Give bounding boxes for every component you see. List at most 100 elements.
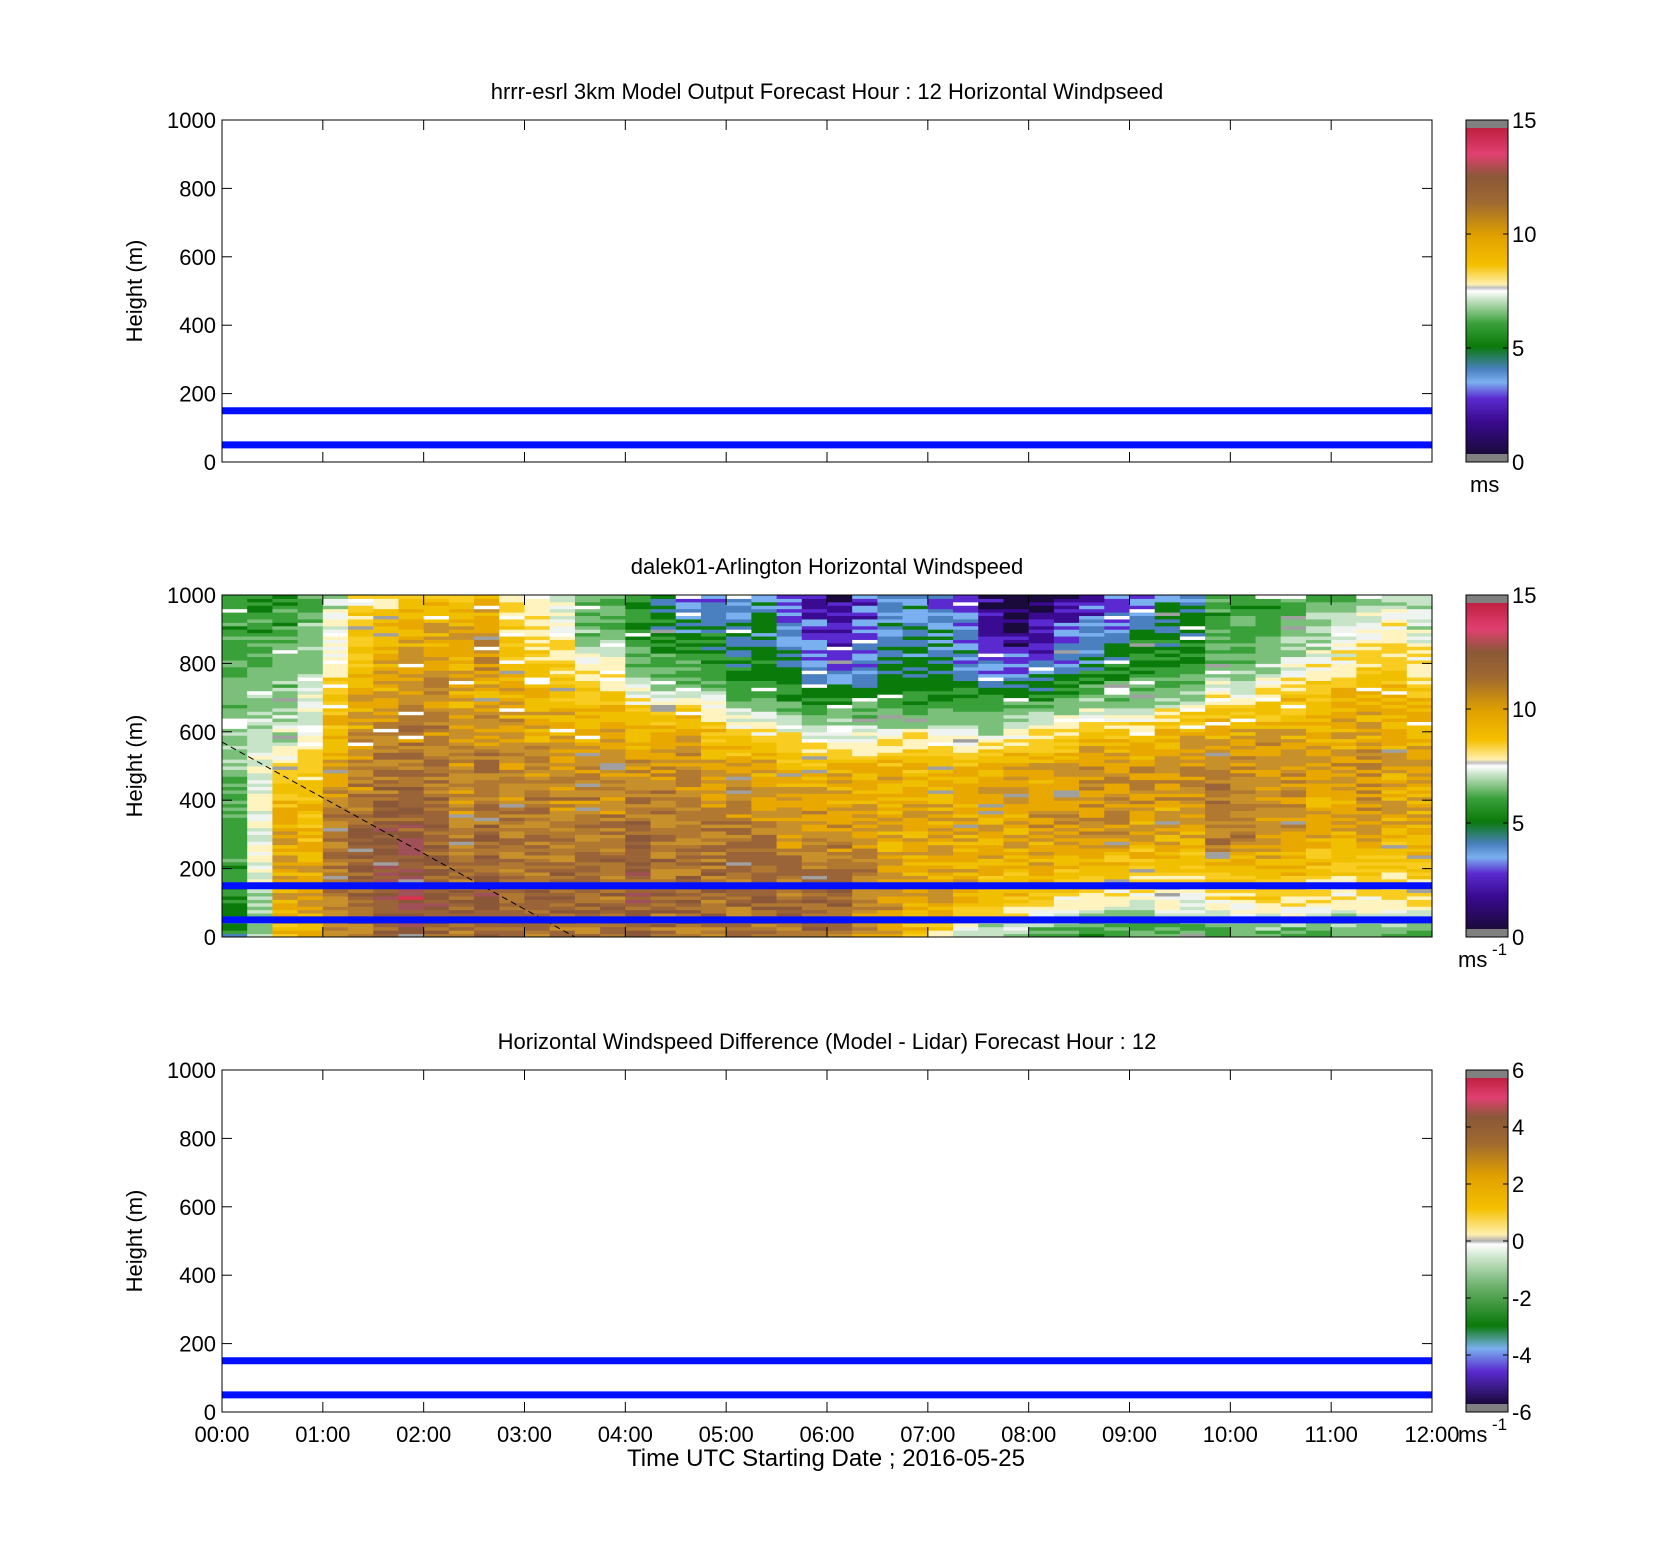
heatmap-cell (297, 769, 324, 774)
heatmap-cell (1104, 728, 1131, 733)
heatmap-cell (776, 748, 803, 753)
heatmap-cell (650, 721, 677, 726)
heatmap-cell (474, 752, 500, 757)
heatmap-cell (1205, 646, 1231, 651)
heatmap-cell (373, 701, 400, 705)
heatmap-cell (1305, 721, 1332, 726)
heatmap-cell (247, 895, 274, 900)
heatmap-cell (852, 807, 879, 811)
heatmap-cell (297, 861, 324, 866)
heatmap-cell (827, 848, 853, 852)
heatmap-cell (953, 868, 979, 873)
heatmap-cell (902, 858, 929, 863)
heatmap-cell (549, 629, 576, 634)
heatmap-cell (448, 807, 475, 811)
heatmap-cell (348, 830, 374, 835)
heatmap-cell (1079, 824, 1105, 829)
heatmap-cell (600, 865, 626, 870)
heatmap-cell (852, 670, 879, 675)
heatmap-cell (726, 759, 752, 764)
heatmap-cell (499, 830, 526, 835)
heatmap-cell (247, 820, 274, 825)
heatmap-cell (978, 830, 1005, 835)
heatmap-cell (1003, 796, 1030, 801)
heatmap-cell (1305, 714, 1332, 719)
heatmap-cell (348, 673, 374, 678)
heatmap-cell (1255, 789, 1282, 794)
heatmap-cell (801, 704, 828, 709)
heatmap-cell (675, 646, 702, 651)
heatmap-cell (448, 769, 475, 774)
heatmap-cell (827, 694, 853, 699)
heatmap-cell (1079, 803, 1105, 808)
heatmap-cell (700, 605, 727, 610)
heatmap-cell (524, 772, 551, 777)
heatmap-cell (1154, 653, 1181, 658)
heatmap-cell (700, 759, 727, 764)
heatmap-cell (247, 837, 274, 842)
heatmap-cell (524, 824, 551, 829)
heatmap-cell (978, 834, 1005, 839)
heatmap-cell (448, 735, 475, 740)
heatmap-cell (1179, 622, 1206, 627)
heatmap-cell (1104, 827, 1131, 832)
heatmap-cell (373, 735, 400, 740)
heatmap-cell (1028, 677, 1055, 681)
heatmap-cell (1129, 827, 1156, 832)
heatmap-cell (927, 841, 954, 846)
heatmap-cell (1381, 759, 1408, 764)
heatmap-cell (625, 878, 652, 883)
heatmap-cell (398, 830, 425, 835)
heatmap-cell (423, 848, 450, 852)
heatmap-cell (322, 902, 349, 907)
heatmap-cell (675, 653, 702, 658)
heatmap-cell (297, 854, 324, 859)
heatmap-cell (1255, 824, 1282, 829)
heatmap-cell (448, 851, 475, 856)
heatmap-cell (650, 653, 677, 658)
heatmap-cell (1230, 807, 1257, 811)
heatmap-cell (1356, 926, 1383, 931)
heatmap-cell (272, 807, 299, 811)
heatmap-cell (927, 755, 954, 760)
heatmap-cell (776, 913, 803, 917)
heatmap-cell (272, 659, 299, 664)
heatmap-cell (322, 854, 349, 859)
heatmap-cell (1079, 738, 1105, 743)
heatmap-cell (322, 595, 349, 599)
heatmap-cell (877, 889, 904, 894)
heatmap-cell (1179, 687, 1206, 692)
heatmap-cell (927, 902, 954, 907)
heatmap-cell (499, 653, 526, 658)
heatmap-cell (549, 868, 576, 873)
heatmap-cell (448, 707, 475, 712)
heatmap-cell (322, 837, 349, 842)
heatmap-cell (499, 800, 526, 805)
heatmap-cell (448, 673, 475, 678)
heatmap-cell (222, 923, 248, 928)
heatmap-cell (1255, 796, 1282, 801)
heatmap-cell (801, 742, 828, 746)
heatmap-cell (1305, 642, 1332, 647)
heatmap-cell (726, 820, 752, 825)
heatmap-cell (1003, 861, 1030, 866)
heatmap-cell (801, 769, 828, 774)
heatmap-cell (877, 642, 904, 647)
heatmap-cell (272, 783, 299, 788)
heatmap-cell (272, 813, 299, 818)
heatmap-cell (272, 841, 299, 846)
heatmap-cell (1079, 854, 1105, 859)
heatmap-cell (247, 735, 274, 740)
heatmap-cell (1255, 670, 1282, 675)
heatmap-cell (1104, 878, 1131, 883)
heatmap-cell (348, 923, 374, 928)
heatmap-cell (222, 663, 248, 668)
heatmap-cell (474, 796, 500, 801)
y-tick-label: 800 (179, 651, 216, 676)
heatmap-cell (1406, 858, 1433, 863)
heatmap-cell (1205, 830, 1231, 835)
heatmap-cell (927, 865, 954, 870)
heatmap-cell (650, 902, 677, 907)
heatmap-cell (1154, 906, 1181, 911)
